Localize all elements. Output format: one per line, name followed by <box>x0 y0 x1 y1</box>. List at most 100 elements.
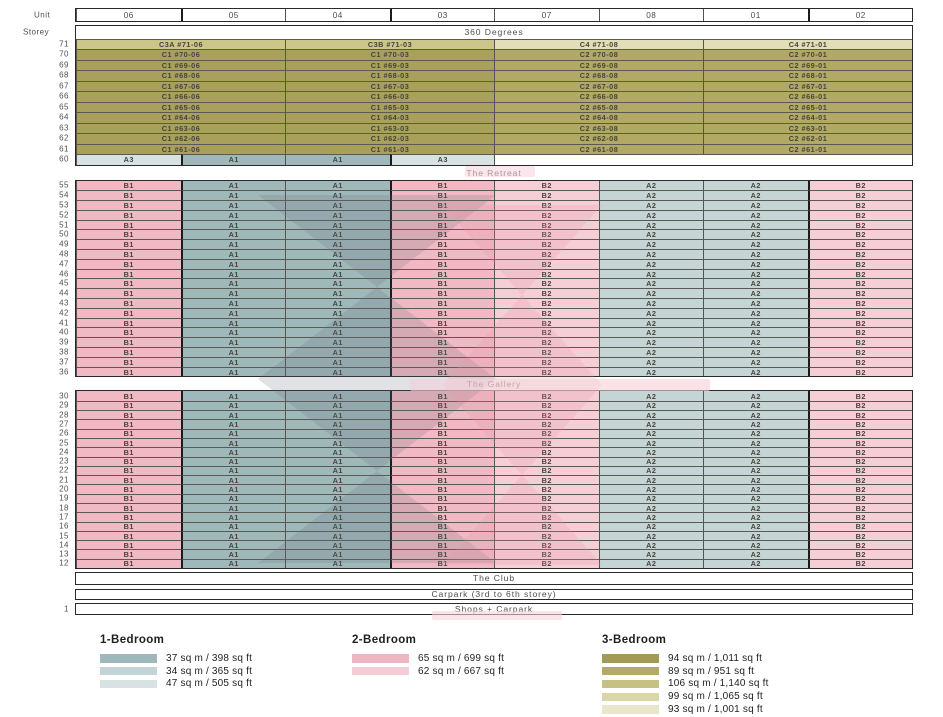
unit-cell: B2 <box>494 258 599 269</box>
unit-cell: B2 <box>807 437 912 448</box>
legend-label: 47 sq m / 505 sq ft <box>166 678 253 690</box>
unit-cell: A1 <box>180 391 285 401</box>
unit-cell: C2 #68-08 <box>494 70 703 81</box>
unit-cell: B1 <box>389 209 494 220</box>
unit-cell: B2 <box>807 317 912 328</box>
unit-cell: A2 <box>598 549 703 559</box>
unit-cell: A1 <box>285 530 390 541</box>
unit-cell: C1 #64-03 <box>285 112 494 123</box>
unit-cell: B2 <box>807 475 912 485</box>
unit-cell: C1 #63-06 <box>76 122 285 133</box>
unit-cell: B1 <box>76 307 181 318</box>
unit-cell: B1 <box>389 258 494 269</box>
storey-number: 54 <box>59 190 69 200</box>
storey-number: 38 <box>59 347 69 357</box>
legend-label: 65 sq m / 699 sq ft <box>418 652 505 664</box>
unit-cell: B2 <box>807 298 912 308</box>
unit-cell: A2 <box>598 298 703 308</box>
unit-cell: A2 <box>598 512 703 522</box>
unit-cell: A1 <box>285 475 390 485</box>
unit-cell: B1 <box>76 419 181 429</box>
storey-row: 19 B1 A1 A1 B1 B2 A2 A2 B2 <box>59 493 912 503</box>
unit-cell: C2 #66-08 <box>494 91 703 102</box>
unit-cell: B2 <box>807 249 912 259</box>
legend-item: 106 sq m / 1,140 sq ft <box>602 678 769 691</box>
unit-cell: C2 #67-01 <box>703 80 912 91</box>
unit-cell: A2 <box>703 278 808 289</box>
unit-cell: B1 <box>76 249 181 259</box>
unit-cell: B1 <box>76 229 181 240</box>
legend-item: 37 sq m / 398 sq ft <box>100 652 252 665</box>
unit-cell: B2 <box>494 540 599 550</box>
storey-row: 60 A3 A1 A1 A3 <box>59 154 912 165</box>
unit-cell: A1 <box>180 288 285 299</box>
unit-cell: B1 <box>76 410 181 420</box>
unit-cell: B1 <box>389 200 494 210</box>
unit-cell: A2 <box>598 190 703 201</box>
unit-cell: C1 #69-06 <box>76 59 285 70</box>
unit-cell: A2 <box>703 465 808 476</box>
unit-cell: C2 #70-08 <box>494 49 703 60</box>
unit-cell: A1 <box>180 419 285 429</box>
storey-number: 71 <box>59 39 69 49</box>
unit-cell <box>494 154 912 165</box>
unit-cell: A1 <box>180 347 285 357</box>
storey-number: 49 <box>59 239 69 249</box>
unit-cell: C3A #71-06 <box>76 38 285 49</box>
zone-band-text: The Retreat <box>466 167 522 178</box>
storey-number: 1 <box>64 604 69 614</box>
storey-number: 46 <box>59 269 69 279</box>
unit-cell: B1 <box>76 366 181 377</box>
unit-cell: A1 <box>285 540 390 550</box>
legend-swatch <box>100 654 157 663</box>
unit-cell: A2 <box>598 456 703 466</box>
unit-cell: B2 <box>494 268 599 279</box>
unit-column-header: 07 <box>494 9 599 21</box>
unit-cell: A1 <box>180 512 285 522</box>
unit-cell: B2 <box>494 549 599 559</box>
unit-cell: B2 <box>807 540 912 550</box>
unit-cell: B1 <box>389 288 494 299</box>
unit-cell: A1 <box>180 540 285 550</box>
unit-cell: B2 <box>807 268 912 279</box>
unit-cell: B2 <box>494 391 599 401</box>
unit-cell: C1 #65-06 <box>76 101 285 112</box>
unit-cell: B1 <box>389 317 494 328</box>
unit-cell: A2 <box>703 437 808 448</box>
legend-label: 93 sq m / 1,001 sq ft <box>668 704 763 716</box>
unit-column-header: 05 <box>180 9 285 21</box>
storey-row: 67 C1 #67-06 C1 #67-03 C2 #67-08 C2 #67-01 <box>59 80 912 91</box>
unit-cell: A1 <box>180 278 285 289</box>
unit-cell: A2 <box>703 512 808 522</box>
storey-number: 12 <box>59 558 69 568</box>
unit-cell: B1 <box>76 447 181 457</box>
unit-cell: A1 <box>180 465 285 476</box>
unit-cell: A1 <box>285 391 390 401</box>
storey-number: 60 <box>59 154 69 164</box>
unit-cell: A2 <box>703 475 808 485</box>
storey-number: 13 <box>59 549 69 559</box>
storey-row: 15 B1 A1 A1 B1 B2 A2 A2 B2 <box>59 530 912 541</box>
unit-cell: B1 <box>76 180 181 191</box>
unit-cell: A1 <box>180 258 285 269</box>
unit-cell: A2 <box>598 428 703 438</box>
storey-number: 44 <box>59 288 69 298</box>
unit-cell: B2 <box>807 366 912 377</box>
storey-row: 69 C1 #69-06 C1 #69-03 C2 #69-08 C2 #69-01 <box>59 59 912 70</box>
unit-cell: A1 <box>180 327 285 338</box>
unit-cell: A1 <box>285 400 390 411</box>
unit-cell: B1 <box>389 356 494 367</box>
unit-cell: B2 <box>807 356 912 367</box>
unit-cell: A2 <box>598 307 703 318</box>
unit-cell: A2 <box>598 327 703 338</box>
unit-cell: B2 <box>494 298 599 308</box>
unit-cell: C2 #62-01 <box>703 133 912 144</box>
legend: 1-Bedroom 37 sq m / 398 sq ft 34 sq m / 36… <box>0 634 943 717</box>
unit-cell: B1 <box>389 484 494 494</box>
unit-label: Unit <box>34 10 51 20</box>
unit-cell: B2 <box>494 400 599 411</box>
storey-row: 62 C1 #62-06 C1 #62-03 C2 #62-08 C2 #62-01 <box>59 133 912 144</box>
unit-cell: A2 <box>598 493 703 503</box>
unit-cell: A2 <box>703 249 808 259</box>
unit-cell: A2 <box>703 190 808 201</box>
